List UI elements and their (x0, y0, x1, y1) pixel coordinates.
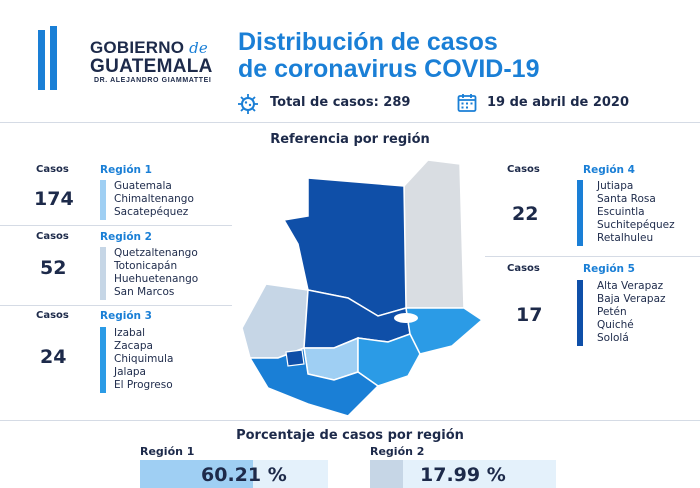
divider (0, 225, 232, 226)
region-color-bar (100, 327, 106, 393)
department: Petén (597, 306, 627, 318)
region-color-bar (577, 280, 583, 346)
region-name: Región 4 (583, 164, 635, 176)
department: Suchitepéquez (597, 219, 675, 231)
logo-bar-icon (50, 26, 57, 90)
divider (0, 420, 700, 421)
divider (485, 256, 700, 257)
logo-bar-icon (38, 30, 45, 90)
percentage-label: Región 1 (140, 445, 195, 458)
report-date: 19 de abril de 2020 (487, 95, 630, 110)
department: Retalhuleu (597, 232, 654, 244)
page-title-line1: Distribución de casos (238, 28, 498, 56)
map-peten-north (403, 159, 465, 309)
percentage-title: Porcentaje de casos por región (236, 428, 464, 443)
region-name: Región 3 (100, 310, 152, 322)
department-list: Jutiapa Santa Rosa Escuintla Suchitepéqu… (597, 180, 675, 245)
department: Totonicapán (114, 260, 178, 272)
region-color-bar (100, 180, 106, 220)
logo-text-gobierno: GOBIERNO de (90, 38, 208, 57)
department: San Marcos (114, 286, 175, 298)
department: Izabal (114, 327, 146, 339)
region-name: Región 1 (100, 164, 152, 176)
divider (0, 122, 700, 123)
percentage-label: Región 2 (370, 445, 425, 458)
department: Chiquimula (114, 353, 174, 365)
department: Chimaltenango (114, 193, 194, 205)
map-region-3-east (405, 307, 484, 355)
percentage-track (140, 460, 328, 488)
virus-icon (238, 94, 258, 114)
percentage-value: 60.21 % (201, 464, 287, 486)
department: Alta Verapaz (597, 280, 664, 292)
department: Jutiapa (597, 180, 634, 192)
department: Sololá (597, 332, 629, 344)
department: El Progreso (114, 379, 173, 391)
casos-label: Casos (36, 164, 69, 175)
department: Guatemala (114, 180, 172, 192)
government-logo: GOBIERNO de GUATEMALA DR. ALEJANDRO GIAM… (38, 26, 213, 98)
logo-text-guatemala: GUATEMALA (90, 56, 213, 77)
region-color-bar (577, 180, 583, 246)
region-cases: 24 (40, 346, 67, 368)
department-list: Izabal Zacapa Chiquimula Jalapa El Progr… (114, 327, 173, 392)
region-name: Región 5 (583, 263, 635, 275)
total-cases: Total de casos: 289 (270, 95, 411, 110)
map-solola (285, 349, 305, 367)
department-list: Alta Verapaz Baja Verapaz Petén Quiché S… (597, 280, 666, 345)
department: Jalapa (114, 366, 146, 378)
region-cases: 52 (40, 257, 67, 279)
reference-title: Referencia por región (270, 132, 430, 147)
department: Quetzaltenango (114, 247, 198, 259)
logo-text-president: DR. ALEJANDRO GIAMMATTEI (94, 77, 212, 84)
department: Escuintla (597, 206, 645, 218)
region-color-bar (100, 247, 106, 300)
region-cases: 17 (516, 304, 543, 326)
region-name: Región 2 (100, 231, 152, 243)
page-title-line2: de coronavirus COVID-19 (238, 55, 540, 83)
percentage-fill-bar (140, 460, 254, 488)
map-region-2 (241, 283, 309, 359)
casos-label: Casos (507, 263, 540, 274)
region-cases: 22 (512, 203, 539, 225)
percentage-fill-bar (370, 460, 404, 488)
department-list: Guatemala Chimaltenango Sacatepéquez (114, 180, 194, 219)
calendar-icon (457, 94, 477, 112)
casos-label: Casos (507, 164, 540, 175)
divider (0, 305, 232, 306)
department: Quiché (597, 319, 634, 331)
department: Zacapa (114, 340, 153, 352)
region-cases: 174 (34, 188, 74, 210)
percentage-track (370, 460, 556, 488)
guatemala-region-map (241, 159, 484, 417)
department: Sacatepéquez (114, 206, 189, 218)
percentage-value: 17.99 % (420, 464, 506, 486)
department: Santa Rosa (597, 193, 656, 205)
department: Huehuetenango (114, 273, 199, 285)
casos-label: Casos (36, 231, 69, 242)
casos-label: Casos (36, 310, 69, 321)
department: Baja Verapaz (597, 293, 666, 305)
department-list: Quetzaltenango Totonicapán Huehuetenango… (114, 247, 198, 299)
